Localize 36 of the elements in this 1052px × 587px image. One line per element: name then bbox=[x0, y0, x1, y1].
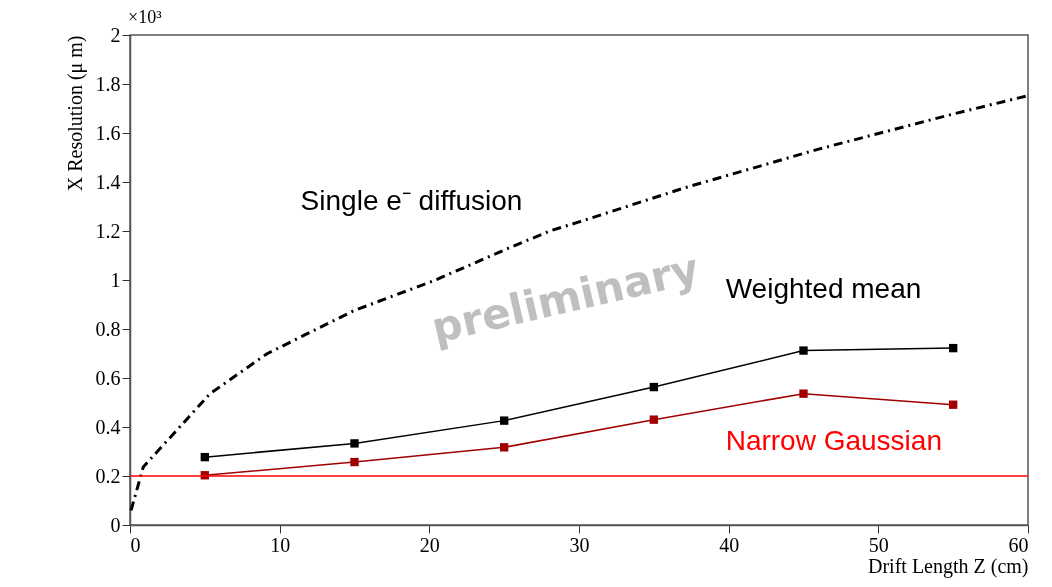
y-tick-label: 0.2 bbox=[95, 464, 121, 487]
point bbox=[499, 443, 509, 452]
y-tick-label: 0.4 bbox=[95, 415, 121, 438]
point bbox=[649, 415, 659, 424]
y-tick-label: 1 bbox=[110, 268, 121, 291]
series-label: Single e⁻ diffusion bbox=[300, 185, 523, 217]
series-label: Narrow Gaussian bbox=[725, 425, 942, 457]
x-axis-title: Drift Length Z (cm) bbox=[868, 554, 1029, 578]
y-tick-label: 0.8 bbox=[95, 317, 121, 340]
point bbox=[350, 439, 359, 448]
x-tick-label: 60 bbox=[1008, 533, 1029, 556]
series-label: Weighted mean bbox=[725, 272, 922, 304]
y-tick-label: 0.6 bbox=[95, 366, 121, 389]
point bbox=[499, 416, 509, 425]
text: ×10³ bbox=[128, 7, 163, 27]
point bbox=[799, 346, 808, 355]
point bbox=[350, 457, 359, 467]
point bbox=[200, 452, 210, 462]
x-tick-label: 50 bbox=[868, 533, 889, 556]
point bbox=[799, 389, 808, 398]
point bbox=[948, 400, 958, 409]
point bbox=[649, 382, 659, 392]
line-series bbox=[129, 94, 1028, 512]
y-tick-label: 1.6 bbox=[95, 121, 121, 144]
y-tick-label: 1.8 bbox=[95, 72, 121, 95]
y-tick-label: 1.4 bbox=[95, 170, 121, 193]
y-tick-label: 1.2 bbox=[95, 219, 121, 242]
y-axis-title: X Resolution (μ m) bbox=[63, 35, 87, 192]
x-tick-label: 20 bbox=[419, 533, 440, 556]
y-tick-label: 2 bbox=[110, 23, 121, 46]
x-tick-label: 0 bbox=[130, 533, 141, 556]
x-tick-label: 30 bbox=[569, 533, 590, 556]
point bbox=[948, 343, 958, 353]
x-tick-label: 10 bbox=[270, 533, 291, 556]
x-tick-label: 40 bbox=[719, 533, 740, 556]
y-tick-label: 0 bbox=[110, 513, 121, 536]
